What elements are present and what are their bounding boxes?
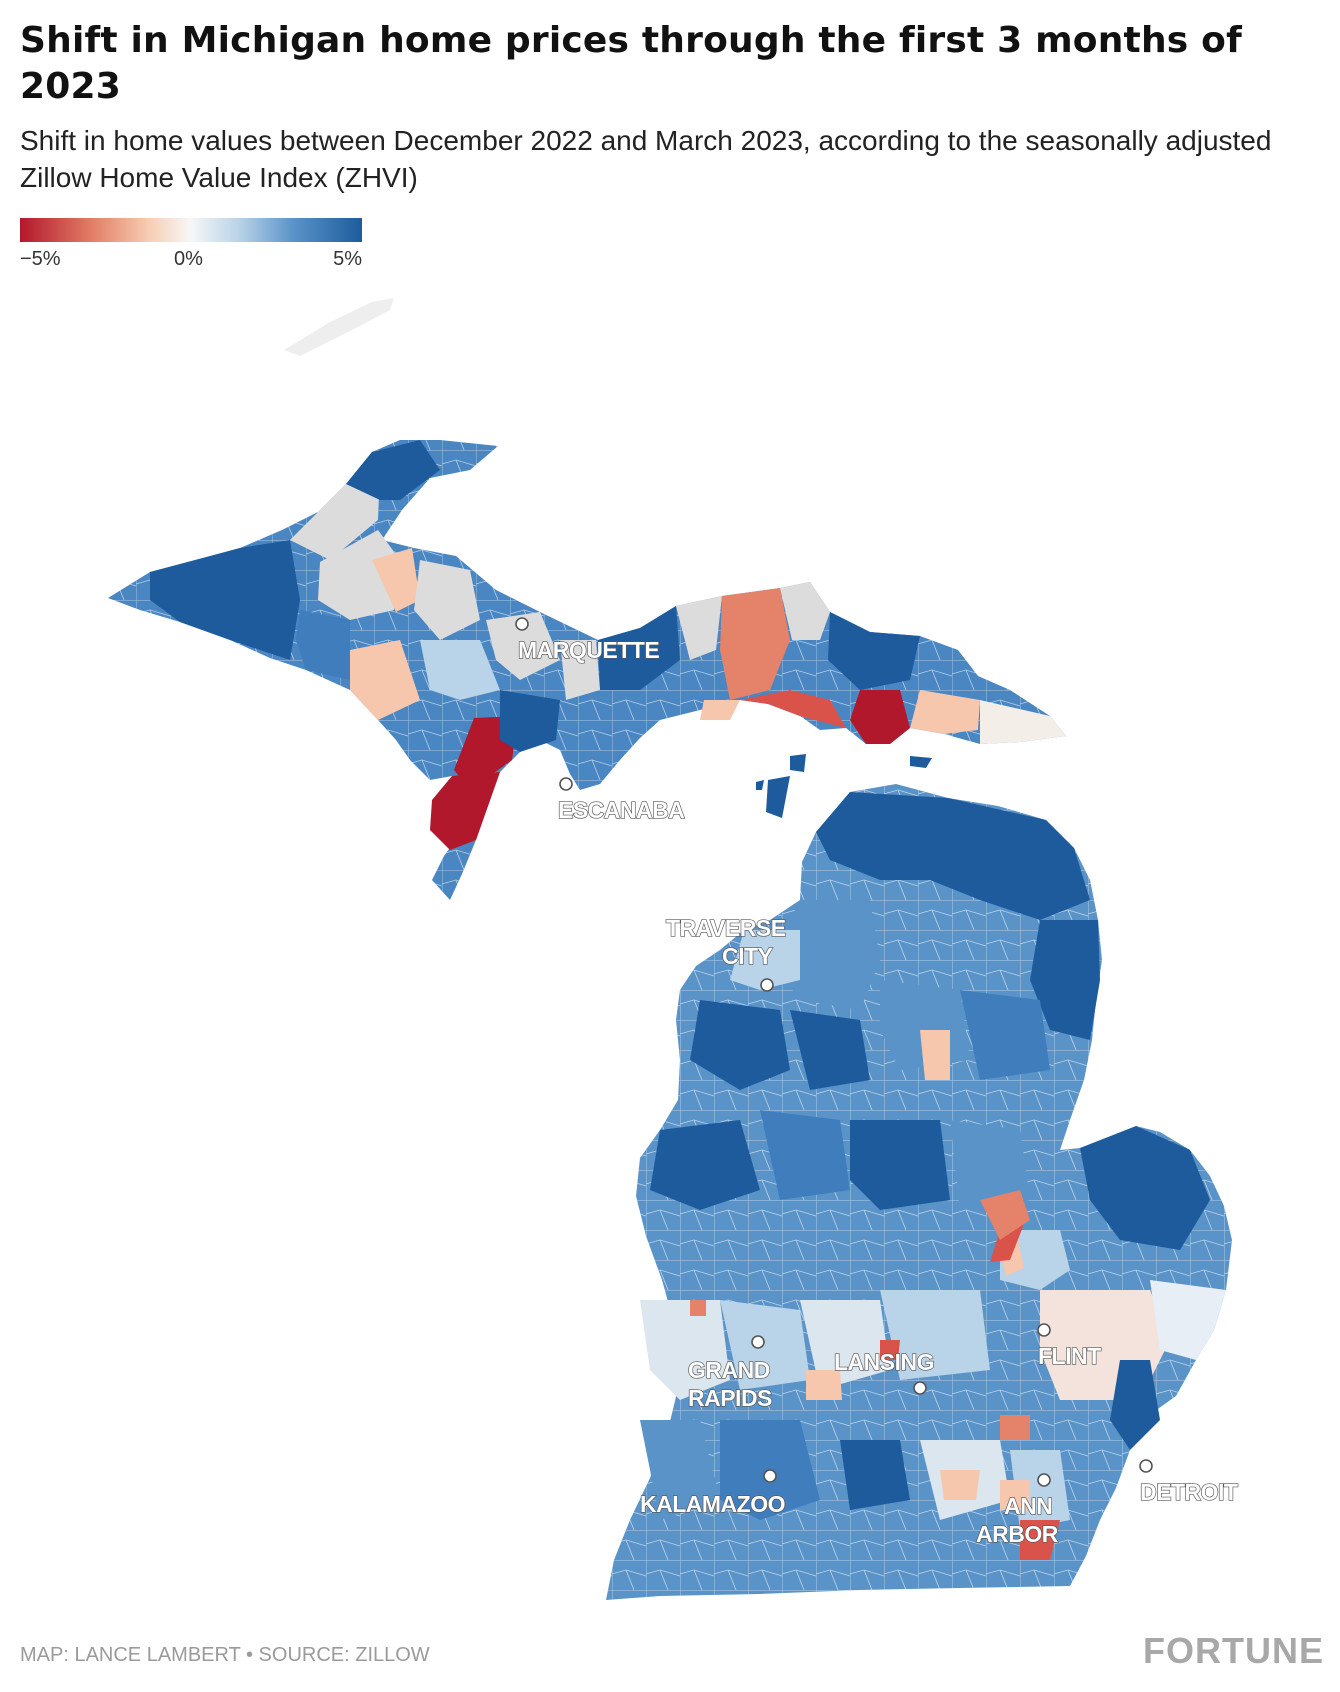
legend-mid-label: 0% <box>174 248 203 270</box>
city-label-escanaba: ESCANABA <box>558 797 684 823</box>
city-label-marquette: MARQUETTE <box>518 637 659 663</box>
city-label-ann-arbor-line2: ARBOR <box>976 1521 1059 1547</box>
city-label-lansing: LANSING <box>834 1349 934 1375</box>
city-dot-detroit <box>1139 1459 1153 1473</box>
city-label-traverse-city-line1: TRAVERSE <box>666 915 786 941</box>
color-legend: −5% 0% 5% <box>20 218 362 270</box>
isle-royale <box>284 298 394 356</box>
legend-min-label: −5% <box>20 248 61 270</box>
city-dot-grand-rapids <box>751 1335 765 1349</box>
up-region-patches <box>150 440 1066 850</box>
city-label-grand-rapids-line2: RAPIDS <box>688 1385 772 1411</box>
city-label-detroit: DETROIT <box>1140 1479 1238 1505</box>
lp-region-patches <box>640 792 1226 1560</box>
legend-max-label: 5% <box>333 248 362 270</box>
map-subtitle: Shift in home values between December 20… <box>20 125 1272 193</box>
legend-gradient-bar <box>20 218 362 242</box>
city-dot-lansing <box>913 1381 927 1395</box>
city-label-grand-rapids-line1: GRAND <box>688 1357 770 1383</box>
city-markers <box>515 617 1153 1487</box>
map-title: Shift in Michigan home prices through th… <box>20 20 1242 107</box>
city-dot-ann-arbor <box>1037 1473 1051 1487</box>
city-label-flint: FLINT <box>1038 1343 1101 1369</box>
lake-islands <box>756 754 932 818</box>
city-dot-kalamazoo <box>763 1469 777 1483</box>
city-label-kalamazoo: KALAMAZOO <box>640 1491 785 1517</box>
city-label-traverse-city-line2: CITY <box>722 943 773 969</box>
fortune-logo: FORTUNE <box>1143 1630 1324 1671</box>
city-dot-traverse-city <box>760 978 774 992</box>
city-dot-escanaba <box>559 777 573 791</box>
city-dot-flint <box>1037 1323 1051 1337</box>
city-label-ann-arbor-line1: ANN <box>1004 1493 1052 1519</box>
source-credit: MAP: LANCE LAMBERT • SOURCE: ZILLOW <box>20 1644 430 1666</box>
city-dot-marquette <box>515 617 529 631</box>
city-labels: MARQUETTE ESCANABA TRAVERSE CITY GRAND R… <box>517 636 1239 1547</box>
